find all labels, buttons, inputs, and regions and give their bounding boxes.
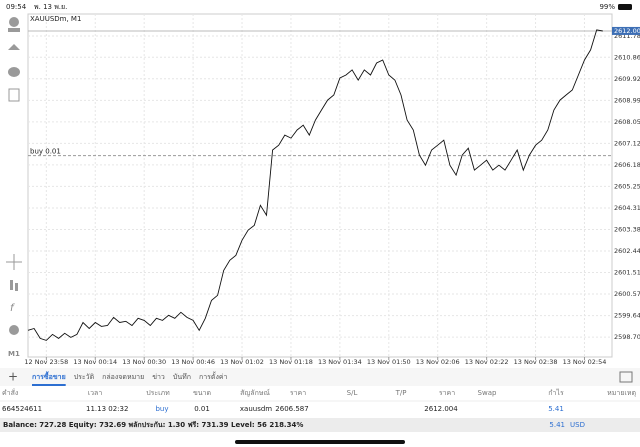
home-indicator <box>235 440 405 444</box>
cell[interactable]: buy <box>155 405 168 413</box>
x-tick-label: 13 Nov 01:34 <box>318 358 362 366</box>
y-tick-label: 2598.705 <box>614 333 640 341</box>
chart-frame <box>27 13 613 358</box>
svg-text:f: f <box>10 303 15 314</box>
tab[interactable]: บันทึก <box>173 372 191 381</box>
price-line <box>27 29 603 341</box>
currency: USD <box>570 421 585 429</box>
tab-bar <box>0 368 640 386</box>
column-header: ประเภท <box>146 389 170 397</box>
x-tick-label: 12 Nov 23:58 <box>24 358 68 366</box>
status-battery: 99% <box>599 3 615 11</box>
tab[interactable]: กล่องจดหมาย <box>102 373 144 381</box>
positions-table: คำสั่ง เวลา ประเภท ขนาด สัญลักษณ์ ราคา S/L T/P ร… <box>0 388 640 413</box>
cell[interactable]: 2612.004 <box>424 405 458 413</box>
tab-underline <box>32 384 66 386</box>
cell[interactable]: 11.13 02:32 <box>86 405 128 413</box>
add-button[interactable]: + <box>8 370 18 384</box>
y-tick-label: 2602.445 <box>614 247 640 255</box>
x-tick-label: 13 Nov 00:46 <box>171 358 215 366</box>
cell[interactable]: 0.01 <box>194 405 210 413</box>
y-tick-label: 2609.925 <box>614 75 640 83</box>
y-tick-label: 2605.25 <box>614 182 640 190</box>
x-tick-label: 13 Nov 01:18 <box>269 358 313 366</box>
column-header: ราคา <box>439 389 455 397</box>
y-tick-label: 2611.785 <box>614 32 640 40</box>
tab[interactable]: การตั้งค่า <box>199 370 228 381</box>
battery-icon <box>618 4 632 10</box>
symbol-label: XAUUSDm, M1 <box>30 15 81 23</box>
status-date: พ. 13 พ.ย. <box>34 3 67 11</box>
y-tick-label: 2603.38 <box>614 225 640 233</box>
cell[interactable]: 5.41 <box>548 405 564 413</box>
column-header: ราคา <box>290 389 306 397</box>
y-tick-label: 2600.575 <box>614 290 640 298</box>
tab[interactable]: ข่าว <box>152 373 165 381</box>
y-tick-label: 2606.185 <box>614 161 640 169</box>
y-tick-label: 2607.12 <box>614 139 640 147</box>
last-price-label: 2612.004 <box>614 27 640 35</box>
column-header: คำสั่ง <box>2 388 18 397</box>
cell[interactable]: xauusdm <box>240 405 272 413</box>
last-price-box <box>612 26 640 35</box>
account-bar <box>0 418 640 432</box>
status-time: 09:54 <box>6 3 27 11</box>
column-header: สัญลักษณ์ <box>240 389 270 397</box>
layout-button[interactable] <box>619 371 633 383</box>
column-header: Swap <box>478 389 497 397</box>
y-tick-label: 2608.99 <box>614 96 640 104</box>
y-tick-label: 2599.64 <box>614 312 640 320</box>
y-tick-label: 2604.315 <box>614 204 640 212</box>
y-tick-label: 2608.055 <box>614 118 640 126</box>
plot: 2598.705 2599.64 2600.575 2601.51 2602.445 26… <box>24 14 640 366</box>
cell[interactable]: 664524611 <box>2 405 42 413</box>
column-header: กำไร <box>548 388 564 397</box>
x-tick-label: 13 Nov 02:06 <box>416 358 460 366</box>
total-profit: 5.41 <box>549 421 565 429</box>
x-tick-label: 13 Nov 02:38 <box>514 358 558 366</box>
tabs: การซื้อขาย ประวัติ กล่องจดหมาย ข่าว บันทึก กา… <box>32 370 228 386</box>
x-tick-label: 13 Nov 01:50 <box>367 358 411 366</box>
column-header: หมายเหตุ <box>607 389 636 397</box>
column-header: ขนาด <box>193 389 211 397</box>
buy-level-label: buy 0.01 <box>30 148 61 156</box>
account-summary: Balance: 727.28 Equity: 732.69 พลักประกั… <box>3 421 303 429</box>
column-header: T/P <box>395 389 407 397</box>
y-tick-label: 2610.86 <box>614 53 640 61</box>
tab[interactable]: ประวัติ <box>74 373 95 381</box>
x-tick-label: 13 Nov 00:14 <box>73 358 117 366</box>
x-tick-label: 13 Nov 01:02 <box>220 358 264 366</box>
column-header: เวลา <box>88 389 103 397</box>
x-tick-label: 13 Nov 00:30 <box>122 358 166 366</box>
y-tick-label: 2601.51 <box>614 269 640 277</box>
x-tick-label: 13 Nov 02:22 <box>465 358 509 366</box>
tab-active[interactable]: การซื้อขาย <box>32 370 66 381</box>
column-header: S/L <box>347 389 358 397</box>
timeframe-label[interactable]: M1 <box>8 350 20 358</box>
cell[interactable]: 2606.587 <box>275 405 308 413</box>
x-tick-label: 13 Nov 02:54 <box>563 358 607 366</box>
left-toolbar[interactable]: f <box>6 17 22 335</box>
